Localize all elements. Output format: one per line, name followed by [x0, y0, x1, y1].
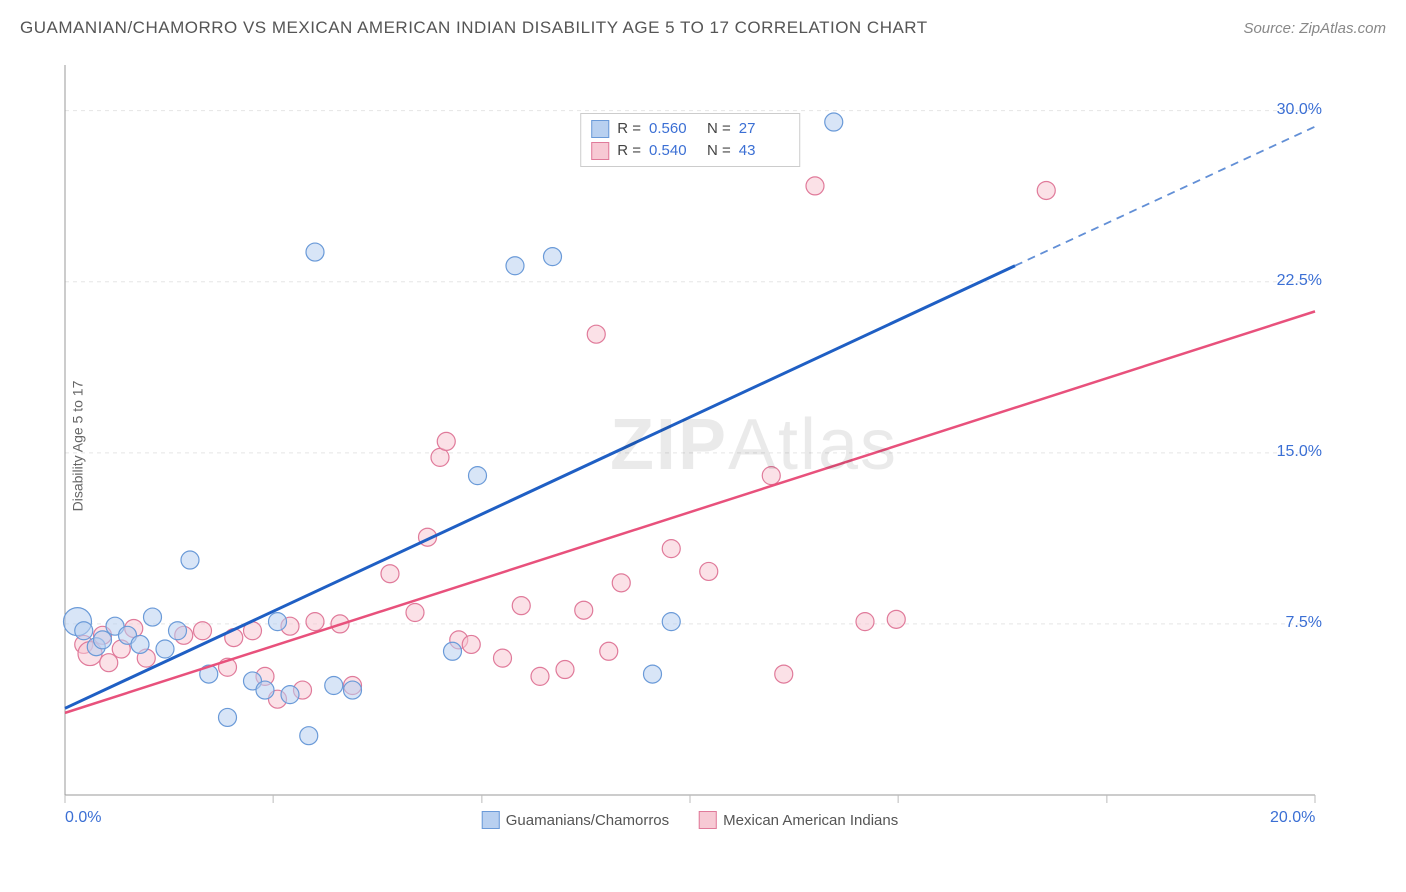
- chart-title: GUAMANIAN/CHAMORRO VS MEXICAN AMERICAN I…: [20, 18, 928, 38]
- r-label: R =: [617, 118, 641, 140]
- legend-swatch: [699, 811, 717, 829]
- n-value: 27: [739, 118, 789, 140]
- source-label: Source: ZipAtlas.com: [1243, 20, 1386, 37]
- series-legend: Guamanians/Chamorros Mexican American Ind…: [482, 811, 899, 829]
- series-legend-label: Mexican American Indians: [723, 812, 898, 829]
- x-axis-tick-label: 0.0%: [65, 809, 101, 827]
- y-axis-tick-label: 15.0%: [1277, 443, 1322, 461]
- y-axis-tick-label: 7.5%: [1286, 614, 1322, 632]
- y-axis-tick-label: 30.0%: [1277, 101, 1322, 119]
- r-label: R =: [617, 140, 641, 162]
- n-label: N =: [707, 118, 731, 140]
- chart-svg: [50, 55, 1330, 835]
- legend-swatch: [591, 120, 609, 138]
- y-axis-tick-label: 22.5%: [1277, 272, 1322, 290]
- x-axis-tick-label: 20.0%: [1270, 809, 1315, 827]
- series-legend-item: Mexican American Indians: [699, 811, 898, 829]
- series-legend-item: Guamanians/Chamorros: [482, 811, 669, 829]
- stats-legend: R = 0.560 N = 27 R = 0.540 N = 43: [580, 113, 800, 167]
- n-label: N =: [707, 140, 731, 162]
- stats-legend-row: R = 0.560 N = 27: [591, 118, 789, 140]
- legend-swatch: [591, 142, 609, 160]
- stats-legend-row: R = 0.540 N = 43: [591, 140, 789, 162]
- legend-swatch: [482, 811, 500, 829]
- n-value: 43: [739, 140, 789, 162]
- r-value: 0.560: [649, 118, 699, 140]
- series-legend-label: Guamanians/Chamorros: [506, 812, 669, 829]
- r-value: 0.540: [649, 140, 699, 162]
- plot-area: ZIPAtlas R =0.560N =27R =0.540N =43 Guam…: [50, 55, 1330, 835]
